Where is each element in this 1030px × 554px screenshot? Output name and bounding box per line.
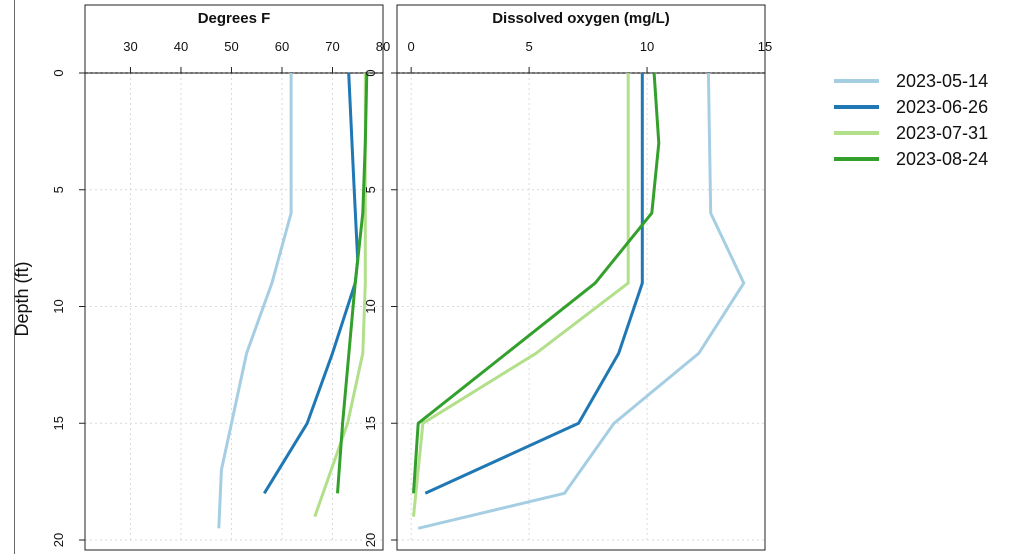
left-border [14,0,15,554]
y-tick-label: 10 [51,299,66,313]
legend-label: 2023-08-24 [896,149,988,169]
series-line-2023-06-26 [424,73,644,495]
series-line-2023-08-24 [412,72,661,494]
y-tick-label: 15 [51,416,66,430]
x-tick-label: 60 [275,39,289,54]
y-tick-label: 20 [363,533,378,547]
chart-panels: 30 40 50 60 70 80 0 5 10 15 20 Degrees F 0 5 10 15 0 5 10 1… [51,4,772,551]
x-tick-label: 15 [758,39,772,54]
x-tick-label: 70 [325,39,339,54]
panel-title: Dissolved oxygen (mg/L) [492,10,670,27]
x-tick-label: 5 [525,39,532,54]
shared-y-axis-label: Depth (ft) [12,261,32,336]
series-line-2023-05-14 [217,73,293,529]
x-tick-label: 80 [376,39,390,54]
y-tick-label: 20 [51,533,66,547]
y-tick-label: 10 [363,299,378,313]
series-line-2023-05-14 [417,72,746,530]
legend: 2023-05-14 2023-06-26 2023-07-31 2023-08-24 [834,71,988,169]
y-tick-label: 0 [363,69,378,76]
x-tick-label: 30 [123,39,137,54]
legend-label: 2023-05-14 [896,71,988,91]
y-tick-label: 0 [51,69,66,76]
legend-label: 2023-06-26 [896,97,988,117]
plot-frame [396,4,766,551]
y-tick-label: 5 [51,186,66,193]
y-tick-label: 5 [363,186,378,193]
legend-label: 2023-07-31 [896,123,988,143]
series-line-2023-07-31 [412,73,630,517]
x-tick-label: 40 [174,39,188,54]
plot-frame [84,4,384,551]
panel-oxygen: 0 5 10 15 0 5 10 15 20 Dissolved oxygen (mg/L) [363,4,772,551]
x-tick-label: 50 [224,39,238,54]
x-tick-label: 10 [640,39,654,54]
series-line-2023-08-24 [336,72,369,494]
y-tick-label: 15 [363,416,378,430]
panel-title: Degrees F [198,10,271,27]
x-tick-label: 0 [408,39,415,54]
